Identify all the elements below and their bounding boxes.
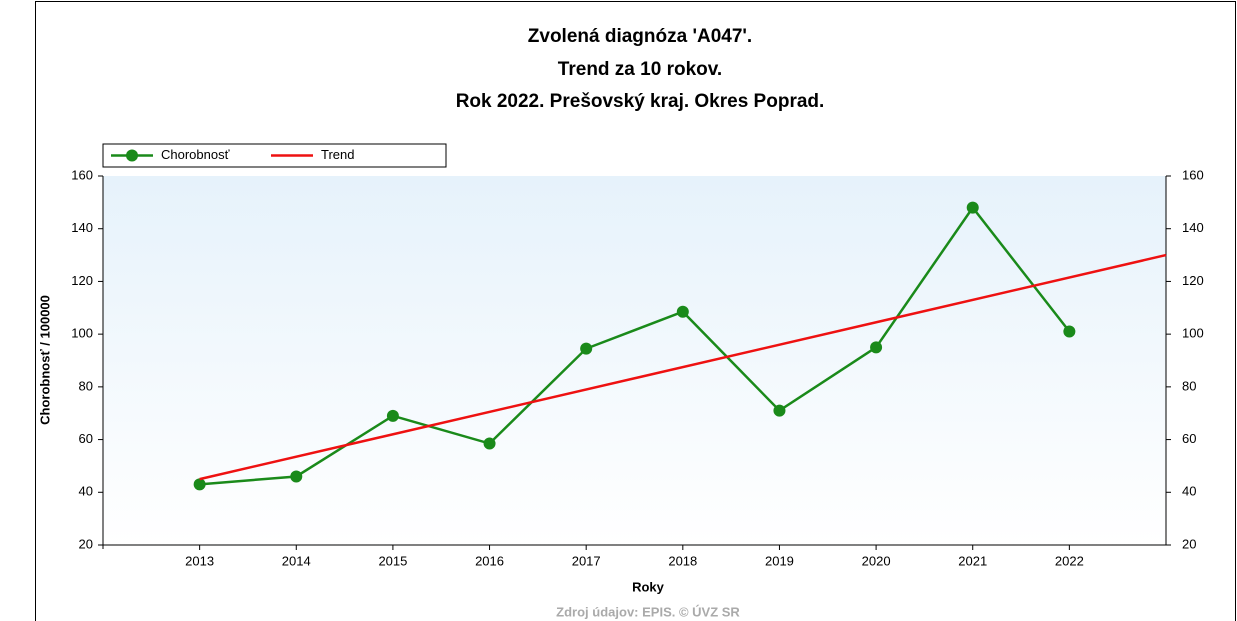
x-axis-label: Roky <box>632 579 665 594</box>
chart-title: Rok 2022. Prešovský kraj. Okres Poprad. <box>456 91 825 112</box>
y-tick-label: 100 <box>71 326 93 341</box>
chart-title: Zvolená diagnóza 'A047'. <box>528 26 752 47</box>
y2-tick-label: 140 <box>1182 220 1204 235</box>
x-tick-label: 2013 <box>185 553 214 568</box>
x-tick-label: 2015 <box>378 553 407 568</box>
y-tick-label: 40 <box>79 484 93 499</box>
plot-area <box>103 176 1166 545</box>
y-tick-label: 80 <box>79 378 93 393</box>
y-tick-label: 120 <box>71 273 93 288</box>
legend-marker <box>126 149 138 162</box>
x-tick-label: 2019 <box>765 553 794 568</box>
y-axis-label: Chorobnosť / 100000 <box>37 295 52 425</box>
y-tick-label: 60 <box>79 431 93 446</box>
data-point <box>676 305 689 318</box>
y-tick-label: 160 <box>71 167 93 182</box>
x-tick-label: 2014 <box>282 553 311 568</box>
data-point <box>483 437 496 450</box>
y2-tick-label: 40 <box>1182 484 1196 499</box>
x-tick-label: 2020 <box>862 553 891 568</box>
data-point <box>290 470 303 483</box>
x-tick-label: 2017 <box>572 553 601 568</box>
y2-tick-label: 100 <box>1182 326 1204 341</box>
data-point <box>386 409 399 422</box>
x-tick-label: 2022 <box>1055 553 1084 568</box>
x-tick-label: 2021 <box>958 553 987 568</box>
x-tick-label: 2018 <box>668 553 697 568</box>
y2-tick-label: 120 <box>1182 273 1204 288</box>
y2-tick-label: 20 <box>1182 536 1196 551</box>
y2-tick-label: 80 <box>1182 378 1196 393</box>
data-point <box>1063 325 1076 338</box>
data-point <box>773 404 786 417</box>
source-note: Zdroj údajov: EPIS. © ÚVZ SR <box>556 604 740 619</box>
x-tick-label: 2016 <box>475 553 504 568</box>
frame <box>35 1 1236 621</box>
data-line <box>199 253 1167 481</box>
y2-tick-label: 160 <box>1182 167 1204 182</box>
legend-label: Chorobnosť <box>161 147 230 162</box>
y-tick-label: 20 <box>79 536 93 551</box>
y2-tick-label: 60 <box>1182 431 1196 446</box>
legend-label: Trend <box>321 147 354 162</box>
y-tick-label: 140 <box>71 220 93 235</box>
chart-title: Trend za 10 rokov. <box>558 59 722 80</box>
data-point <box>580 342 593 355</box>
data-point <box>870 341 883 354</box>
data-point <box>193 478 206 491</box>
data-point <box>966 201 979 214</box>
